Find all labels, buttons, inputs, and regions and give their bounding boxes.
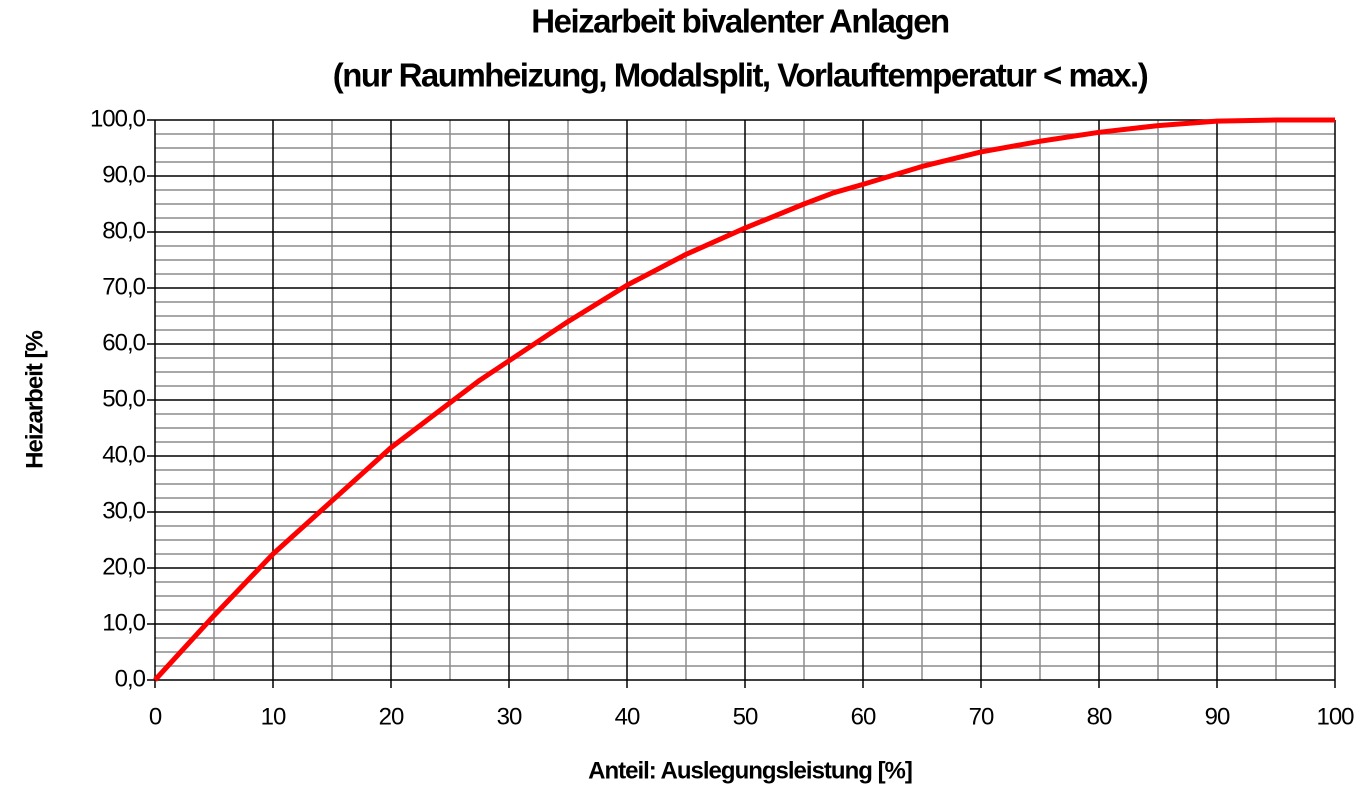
x-tick-label: 30 (497, 703, 522, 730)
y-tick-label: 20,0 (102, 553, 145, 580)
y-tick-label: 70,0 (102, 273, 145, 300)
x-tick-label: 40 (615, 703, 640, 730)
x-tick-label: 90 (1205, 703, 1230, 730)
x-tick-label: 70 (969, 703, 994, 730)
chart-subtitle: (nur Raumheizung, Modalsplit, Vorlauftem… (333, 57, 1148, 94)
x-tick-label: 60 (851, 703, 876, 730)
y-axis-label: Heizarbeit [% (21, 330, 48, 468)
chart-title: Heizarbeit bivalenter Anlagen (531, 3, 949, 40)
x-axis-label: Anteil: Auslegungsleistung [%] (588, 757, 912, 784)
y-tick-label: 0,0 (115, 665, 146, 692)
y-tick-label: 60,0 (102, 329, 145, 356)
y-tick-label: 90,0 (102, 161, 145, 188)
y-tick-label: 80,0 (102, 217, 145, 244)
y-tick-label: 100,0 (90, 105, 146, 132)
y-tick-label: 50,0 (102, 385, 145, 412)
data-line (153, 117, 1335, 682)
y-tick-label: 10,0 (102, 609, 145, 636)
x-tick-label: 20 (379, 703, 404, 730)
x-tick-label: 50 (733, 703, 758, 730)
y-tick-label: 30,0 (102, 497, 145, 524)
x-tick-label: 100 (1316, 703, 1354, 730)
x-tick-label: 80 (1087, 703, 1112, 730)
y-tick-label: 40,0 (102, 441, 145, 468)
x-tick-label: 10 (261, 703, 286, 730)
x-tick-label: 0 (149, 703, 162, 730)
